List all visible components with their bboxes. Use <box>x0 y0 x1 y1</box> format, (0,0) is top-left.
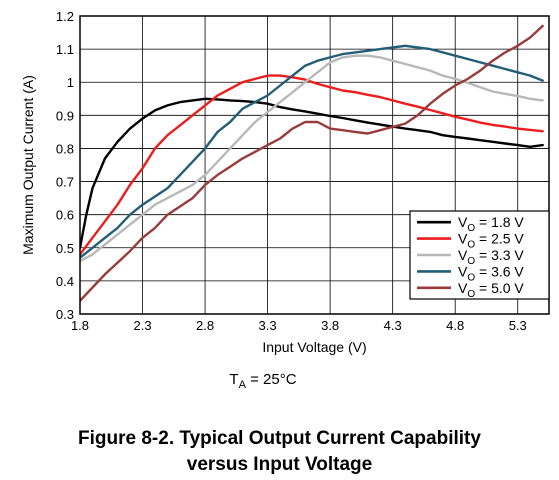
axis-ticks: 1.8 2.3 2.8 3.3 3.8 4.3 4.8 5.3 0.3 0.4 0.5 0.6 0.7 0… <box>56 9 527 333</box>
y-tick-label: 0.4 <box>56 274 74 289</box>
legend-label-2: VO = 2.5 V <box>458 231 524 251</box>
x-tick-label: 4.3 <box>384 318 402 333</box>
series-lines <box>80 24 544 302</box>
condition-label: TA = 25°C <box>229 371 296 391</box>
x-axis-title: Input Voltage (V) <box>262 339 366 355</box>
y-tick-label: 0.6 <box>56 208 74 223</box>
y-tick-label: 1.1 <box>56 42 74 57</box>
legend: VO = 1.8 VVO = 2.5 VVO = 3.3 VVO = 3.6 V… <box>409 210 550 300</box>
legend-label-3: VO = 3.3 V <box>458 247 524 267</box>
x-tick-label: 1.8 <box>71 318 89 333</box>
series-line-2 <box>80 74 544 256</box>
series-line-4 <box>80 44 544 259</box>
chart: 1.8 2.3 2.8 3.3 3.8 4.3 4.8 5.3 0.3 0.4 0.5 0.6 0.7 0… <box>20 9 550 391</box>
y-tick-label: 0.5 <box>56 241 74 256</box>
y-axis-title: Maximum Output Current (A) <box>20 75 36 255</box>
legend-label-5: VO = 5.0 V <box>458 280 524 300</box>
y-tick-label: 1 <box>67 75 74 90</box>
figure-caption-line-2: versus Input Voltage <box>186 454 373 475</box>
series-line-3 <box>80 54 544 263</box>
series-line-5 <box>80 24 544 302</box>
legend-label-4: VO = 3.6 V <box>458 263 524 283</box>
legend-label-1: VO = 1.8 V <box>458 214 524 234</box>
plot-frame <box>79 15 550 315</box>
series-line-1 <box>80 97 544 250</box>
x-tick-label: 3.3 <box>259 318 277 333</box>
y-tick-label: 0.3 <box>56 307 74 322</box>
x-tick-label: 3.8 <box>321 318 339 333</box>
x-tick-label: 2.8 <box>196 318 214 333</box>
x-tick-label: 5.3 <box>509 318 527 333</box>
y-tick-label: 1.2 <box>56 9 74 24</box>
x-tick-label: 4.8 <box>446 318 464 333</box>
y-tick-label: 0.9 <box>56 108 74 123</box>
figure-caption-line-1: Figure 8-2. Typical Output Current Capab… <box>78 428 481 449</box>
y-tick-label: 0.8 <box>56 141 74 156</box>
x-tick-label: 2.3 <box>133 318 151 333</box>
y-tick-label: 0.7 <box>56 175 74 190</box>
